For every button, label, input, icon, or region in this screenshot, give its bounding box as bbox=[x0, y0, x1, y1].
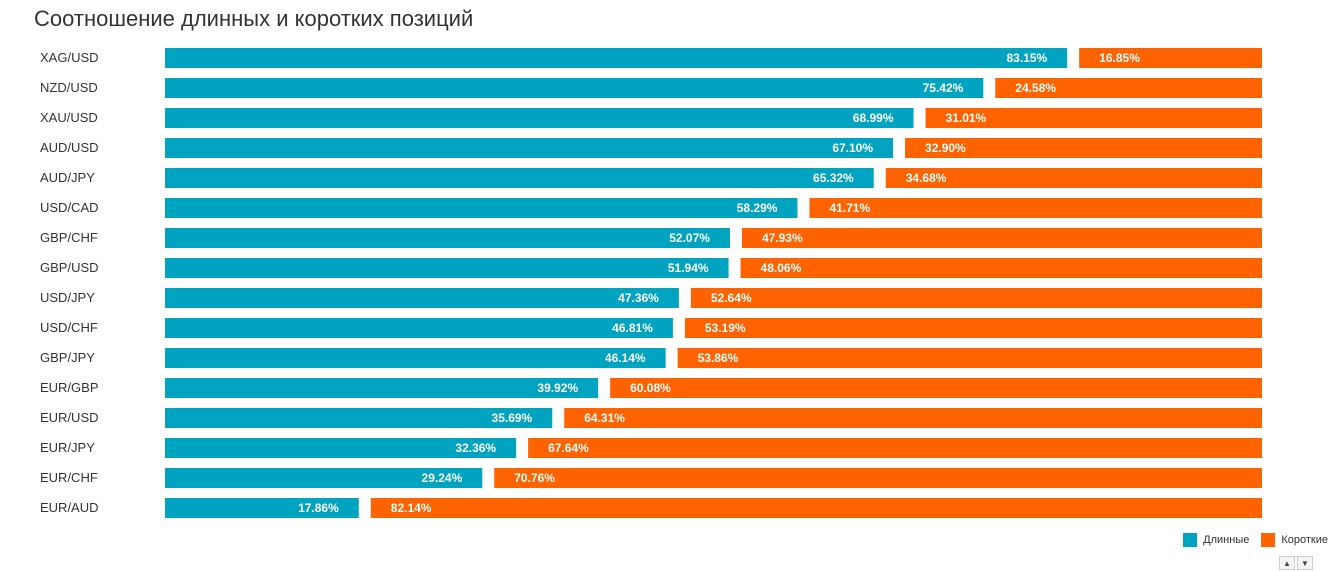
chart-title: Соотношение длинных и коротких позиций bbox=[34, 6, 474, 31]
bar-short[interactable] bbox=[494, 468, 1262, 488]
bar-short[interactable] bbox=[905, 138, 1262, 158]
legend-pager: ▲ ▼ bbox=[1277, 556, 1313, 570]
category-label: XAG/USD bbox=[40, 50, 99, 65]
bar-long[interactable] bbox=[165, 228, 730, 248]
legend-item-long[interactable]: Длинные bbox=[1183, 533, 1249, 547]
bar-short-label: 41.71% bbox=[829, 201, 870, 215]
bar-long[interactable] bbox=[165, 498, 359, 518]
bar-long-label: 46.81% bbox=[612, 321, 653, 335]
bar-long[interactable] bbox=[165, 258, 729, 278]
category-label: USD/JPY bbox=[40, 290, 95, 305]
legend-item-short[interactable]: Короткие bbox=[1261, 533, 1328, 547]
bar-long[interactable] bbox=[165, 48, 1068, 68]
bar-short-label: 32.90% bbox=[925, 141, 966, 155]
bar-short-label: 53.19% bbox=[705, 321, 746, 335]
arrow-up-icon[interactable]: ▲ bbox=[1279, 556, 1295, 570]
category-label: AUD/JPY bbox=[40, 170, 95, 185]
bar-long-label: 47.36% bbox=[618, 291, 659, 305]
bar-long[interactable] bbox=[165, 198, 798, 218]
legend-label-short: Короткие bbox=[1281, 534, 1328, 546]
bar-long-label: 83.15% bbox=[1006, 51, 1047, 65]
bar-long-label: 75.42% bbox=[923, 81, 964, 95]
category-label: GBP/USD bbox=[40, 260, 99, 275]
bar-short[interactable] bbox=[564, 408, 1262, 428]
category-label: USD/CHF bbox=[40, 320, 98, 335]
bar-long-label: 52.07% bbox=[669, 231, 710, 245]
bar-short[interactable] bbox=[684, 318, 1262, 338]
bar-long-label: 67.10% bbox=[832, 141, 873, 155]
category-label: EUR/AUD bbox=[40, 500, 99, 515]
bar-long[interactable] bbox=[165, 468, 483, 488]
bar-long-label: 68.99% bbox=[853, 111, 894, 125]
category-label: AUD/USD bbox=[40, 140, 99, 155]
bar-long[interactable] bbox=[165, 288, 679, 308]
category-label: GBP/CHF bbox=[40, 230, 98, 245]
bar-short-label: 47.93% bbox=[762, 231, 803, 245]
bar-long-label: 58.29% bbox=[737, 201, 778, 215]
bar-long[interactable] bbox=[165, 138, 894, 158]
bar-short[interactable] bbox=[1079, 48, 1262, 68]
bar-short-label: 60.08% bbox=[630, 381, 671, 395]
bar-long[interactable] bbox=[165, 408, 553, 428]
bar-long[interactable] bbox=[165, 108, 914, 128]
bar-long[interactable] bbox=[165, 438, 517, 458]
bar-long-label: 39.92% bbox=[537, 381, 578, 395]
bar-long[interactable] bbox=[165, 78, 984, 98]
bar-long-label: 35.69% bbox=[492, 411, 533, 425]
bar-long[interactable] bbox=[165, 348, 666, 368]
arrow-down-icon[interactable]: ▼ bbox=[1297, 556, 1313, 570]
bar-short[interactable] bbox=[370, 498, 1262, 518]
bar-long-label: 17.86% bbox=[298, 501, 339, 515]
bar-short-label: 31.01% bbox=[946, 111, 987, 125]
bar-short-label: 16.85% bbox=[1099, 51, 1140, 65]
category-label: EUR/GBP bbox=[40, 380, 99, 395]
bar-short[interactable] bbox=[995, 78, 1262, 98]
legend-swatch-long bbox=[1183, 533, 1198, 547]
bar-long[interactable] bbox=[165, 168, 874, 188]
bar-long[interactable] bbox=[165, 378, 599, 398]
legend-label-long: Длинные bbox=[1203, 534, 1250, 546]
bar-short-label: 82.14% bbox=[391, 501, 432, 515]
category-label: EUR/CHF bbox=[40, 470, 98, 485]
bar-short[interactable] bbox=[677, 348, 1262, 368]
bar-short-label: 34.68% bbox=[906, 171, 947, 185]
bar-short[interactable] bbox=[885, 168, 1262, 188]
bar-long-label: 29.24% bbox=[422, 471, 463, 485]
bar-short-label: 52.64% bbox=[711, 291, 752, 305]
category-label: XAU/USD bbox=[40, 110, 98, 125]
legend: Длинные Короткие bbox=[1171, 533, 1328, 547]
bar-long-label: 65.32% bbox=[813, 171, 854, 185]
bar-short[interactable] bbox=[610, 378, 1262, 398]
category-label: NZD/USD bbox=[40, 80, 98, 95]
bar-short-label: 64.31% bbox=[584, 411, 625, 425]
category-label: GBP/JPY bbox=[40, 350, 95, 365]
bar-short-label: 24.58% bbox=[1015, 81, 1056, 95]
legend-swatch-short bbox=[1261, 533, 1276, 547]
bar-short-label: 48.06% bbox=[761, 261, 802, 275]
bar-short[interactable] bbox=[528, 438, 1262, 458]
bar-short-label: 70.76% bbox=[514, 471, 555, 485]
chart-rows: XAG/USD 83.15% 16.85% NZD/USD 75.42% 24.58% XA… bbox=[40, 48, 1262, 518]
bar-short[interactable] bbox=[740, 258, 1262, 278]
bar-short[interactable] bbox=[690, 288, 1262, 308]
bar-short-label: 53.86% bbox=[698, 351, 739, 365]
bar-short[interactable] bbox=[925, 108, 1262, 128]
bar-long-label: 46.14% bbox=[605, 351, 646, 365]
bar-long[interactable] bbox=[165, 318, 673, 338]
bar-short[interactable] bbox=[741, 228, 1262, 248]
bar-long-label: 32.36% bbox=[455, 441, 496, 455]
bar-short-label: 67.64% bbox=[548, 441, 589, 455]
category-label: EUR/JPY bbox=[40, 440, 95, 455]
bar-short[interactable] bbox=[809, 198, 1262, 218]
bar-long-label: 51.94% bbox=[668, 261, 709, 275]
category-label: USD/CAD bbox=[40, 200, 99, 215]
category-label: EUR/USD bbox=[40, 410, 99, 425]
